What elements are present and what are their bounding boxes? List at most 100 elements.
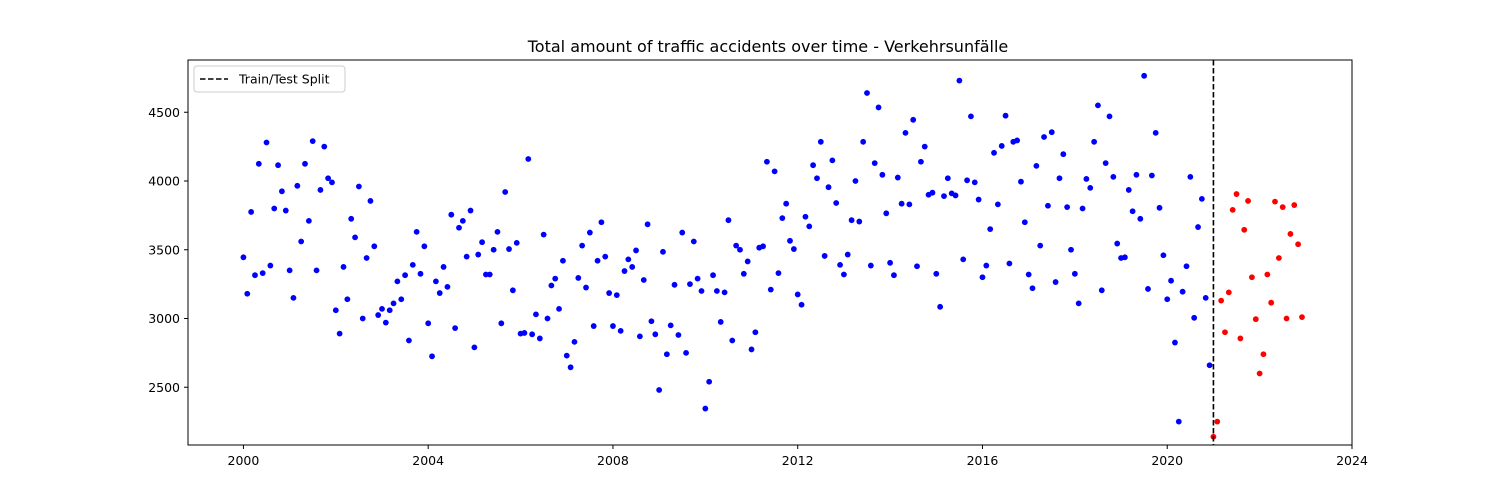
data-point-1-13 — [1260, 351, 1267, 358]
data-point-0-136 — [764, 158, 770, 165]
data-point-0-161 — [860, 138, 867, 145]
data-point-0-150 — [817, 138, 824, 145]
data-point-0-105 — [644, 221, 651, 228]
data-point-0-197 — [998, 143, 1005, 149]
data-point-0-13 — [290, 294, 297, 301]
data-point-0-122 — [710, 272, 716, 279]
data-point-0-119 — [698, 288, 705, 294]
data-point-0-194 — [987, 226, 994, 233]
data-point-1-20 — [1287, 231, 1294, 237]
data-point-0-25 — [336, 330, 343, 337]
data-point-0-14 — [294, 182, 301, 189]
data-point-0-8 — [271, 205, 278, 212]
data-point-0-102 — [633, 247, 639, 254]
data-point-0-30 — [356, 183, 362, 190]
data-point-0-92 — [594, 257, 601, 264]
legend-box — [193, 65, 346, 93]
data-point-0-202 — [1018, 178, 1024, 185]
data-point-0-142 — [787, 237, 793, 244]
data-point-0-143 — [790, 246, 797, 252]
data-point-1-23 — [1299, 314, 1305, 321]
data-point-1-4 — [1225, 289, 1232, 296]
data-point-0-229 — [1121, 254, 1128, 261]
y-tick-label-3000: 3000 — [148, 311, 180, 326]
data-point-0-53 — [444, 283, 451, 290]
data-point-0-145 — [798, 301, 805, 308]
data-point-0-47 — [421, 243, 428, 250]
data-point-0-231 — [1129, 208, 1136, 215]
y-tick-label-4500: 4500 — [148, 105, 180, 120]
data-point-0-220 — [1087, 184, 1094, 191]
data-point-0-32 — [363, 255, 370, 261]
data-point-0-238 — [1156, 204, 1163, 211]
data-point-0-88 — [579, 242, 586, 249]
data-point-0-85 — [567, 364, 574, 371]
data-point-0-175 — [914, 263, 920, 270]
data-point-0-66 — [494, 228, 501, 235]
data-point-0-179 — [929, 189, 936, 196]
data-point-1-9 — [1245, 198, 1251, 204]
data-point-0-221 — [1091, 138, 1098, 145]
data-point-0-65 — [490, 246, 497, 253]
data-point-0-213 — [1060, 151, 1067, 158]
data-point-0-93 — [598, 219, 605, 226]
data-point-0-248 — [1195, 224, 1201, 230]
data-point-0-37 — [382, 319, 389, 326]
data-point-0-198 — [1002, 112, 1009, 119]
data-point-0-110 — [663, 351, 670, 358]
data-point-0-2 — [248, 209, 255, 215]
data-point-0-212 — [1056, 175, 1063, 182]
data-point-0-40 — [394, 278, 401, 285]
data-point-0-195 — [991, 149, 997, 156]
data-point-0-217 — [1075, 300, 1082, 307]
data-point-0-16 — [302, 160, 308, 167]
data-point-0-21 — [321, 143, 328, 150]
data-point-0-29 — [352, 234, 358, 241]
data-point-0-241 — [1168, 277, 1174, 284]
data-point-0-157 — [844, 251, 851, 258]
data-point-0-46 — [417, 270, 424, 277]
data-point-0-114 — [679, 229, 686, 236]
data-point-0-39 — [390, 300, 397, 307]
data-point-0-18 — [309, 138, 316, 145]
data-point-0-69 — [506, 246, 512, 252]
data-point-0-70 — [509, 287, 516, 294]
data-point-0-124 — [717, 319, 724, 325]
data-point-0-166 — [879, 171, 886, 178]
data-point-0-233 — [1137, 215, 1144, 222]
data-point-0-19 — [313, 267, 320, 274]
data-point-0-15 — [298, 238, 305, 245]
data-point-0-26 — [340, 264, 347, 270]
data-point-0-149 — [814, 175, 820, 182]
data-point-0-128 — [733, 242, 740, 249]
data-point-0-147 — [806, 223, 813, 230]
x-tick-label-2004: 2004 — [412, 453, 444, 468]
data-point-0-155 — [837, 261, 843, 268]
data-point-0-84 — [563, 352, 570, 359]
data-point-0-237 — [1152, 129, 1159, 136]
data-point-0-190 — [971, 179, 978, 186]
data-point-0-123 — [713, 288, 720, 294]
data-point-0-208 — [1041, 134, 1047, 140]
data-point-0-151 — [821, 253, 828, 259]
data-point-0-130 — [740, 270, 747, 277]
data-point-0-91 — [590, 323, 597, 329]
data-point-1-14 — [1264, 271, 1271, 278]
data-point-0-62 — [479, 239, 485, 246]
data-point-0-44 — [409, 261, 416, 268]
data-point-0-22 — [325, 175, 331, 182]
data-point-0-113 — [675, 332, 682, 338]
data-point-0-205 — [1029, 285, 1036, 292]
data-point-0-50 — [433, 278, 439, 285]
data-point-0-209 — [1045, 202, 1051, 209]
data-point-0-201 — [1014, 137, 1021, 144]
data-point-0-48 — [425, 320, 432, 327]
data-point-0-3 — [252, 272, 258, 279]
data-point-1-11 — [1252, 316, 1259, 323]
data-point-0-167 — [883, 210, 890, 217]
data-point-0-234 — [1141, 72, 1148, 79]
data-point-0-55 — [452, 325, 459, 332]
data-point-0-121 — [706, 378, 713, 385]
data-point-0-60 — [471, 344, 478, 351]
data-point-0-97 — [613, 292, 620, 299]
